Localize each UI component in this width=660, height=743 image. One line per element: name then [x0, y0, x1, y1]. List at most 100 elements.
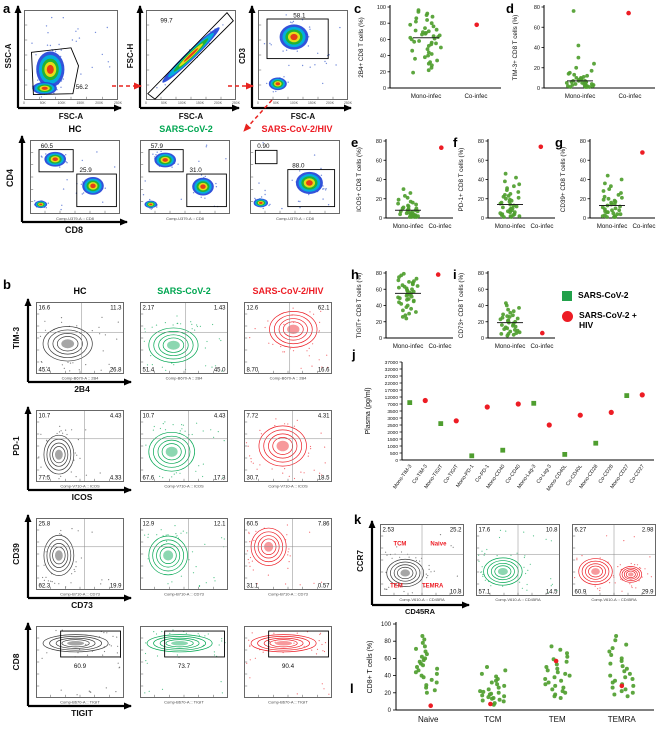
quad-value-tl: 10.7: [39, 414, 51, 420]
y-axis-label: CD73+ CD8 T cells (%): [458, 273, 465, 338]
l-y-tick-label: 40: [384, 674, 391, 680]
j-y-tick-label: 3000: [387, 416, 398, 422]
b-plot-CD8-1: 73.7: [140, 626, 228, 698]
panel-letter-h: h: [351, 267, 359, 282]
j-y-tick-label: 2000: [387, 430, 398, 436]
y-tick-label: 80: [580, 139, 586, 145]
y-tick-label: 80: [478, 271, 484, 277]
l-y-tick-label: 20: [384, 691, 391, 697]
header-a-sars-hiv: SARS-CoV-2/HIV: [261, 124, 333, 134]
panel-letter-j: j: [352, 347, 356, 362]
j-y-tick-label: 3500: [387, 409, 398, 415]
y-axis-label: TIM-3+ CD8 T cells (%): [512, 15, 519, 81]
panel-letter-g: g: [555, 135, 563, 150]
quad-value-bl: 62.3: [39, 584, 51, 590]
quadrant-name-TCM: TCM: [393, 542, 406, 548]
quad-value-tl: 17.6: [479, 528, 491, 534]
j-y-tick-label: 500: [390, 451, 398, 457]
quad-value-br: 18.5: [318, 476, 330, 482]
x-category-label: Mono-infec: [393, 343, 424, 350]
legend-item-sars: SARS-CoV-2: [562, 290, 644, 301]
quad-value-bl: 30.7: [247, 476, 259, 482]
quad-value-br: 19.9: [110, 584, 122, 590]
quad-value-tr: 10.8: [546, 528, 558, 534]
dot-panel-g: 0 20 40 60 80 CD39+ CD8 T cells (%) Mono-infec…: [560, 139, 656, 230]
quad-value-tl: 7.72: [247, 414, 259, 420]
panel-letter-i: i: [453, 267, 457, 282]
panel-letter-a: a: [3, 1, 11, 16]
j-y-tick-label: 32000: [385, 367, 399, 373]
quadrant-name-TEM: TEM: [390, 583, 403, 589]
quad-value-tr: 11.3: [110, 306, 122, 312]
y-tick-label: 40: [534, 46, 540, 52]
panel-letter-k: k: [354, 512, 362, 527]
y-axis-label: ICOS+ CD8 T cells (%): [356, 147, 363, 212]
j-y-axis-label: Plasma (pg/ml): [365, 387, 372, 434]
b-plot-TIM-3-0: 16.6 11.3 45.4 26.8: [36, 302, 124, 374]
l-x-category-label: TEM: [549, 715, 566, 724]
y-axis-label: CD39+ CD8 T cells (%): [560, 147, 567, 212]
gating-plot-FSC-H: 99.7: [146, 10, 236, 100]
x-category-label: Co-infec: [632, 223, 655, 230]
quadrant-name-Naive: Naive: [430, 542, 447, 548]
x-category-label: Co-infec: [530, 343, 553, 350]
legend: SARS-CoV-2 SARS-CoV-2 + HIV: [562, 290, 644, 339]
y-tick-label: 80: [376, 139, 382, 145]
y-tick-label: 0: [537, 86, 540, 92]
quad-value-tr: 4.43: [214, 414, 226, 420]
x-category-label: Co-infec: [428, 223, 451, 230]
panel-letter-l: l: [350, 681, 354, 696]
quad-value-tr: 7.86: [318, 522, 330, 528]
y-tick-label: 40: [376, 304, 382, 310]
j-y-tick-label: 27000: [385, 374, 399, 380]
y-tick-label: 20: [478, 197, 484, 203]
panel-letter-d: d: [506, 1, 514, 16]
y-tick-label: 0: [383, 86, 386, 92]
quad-value-bl: 67.6: [143, 476, 155, 482]
quad-value-tl: 12.9: [143, 522, 155, 528]
y-tick-label: 20: [580, 197, 586, 203]
panel-j-plot: 0500100015002000250030003500700012000170…: [365, 360, 654, 492]
quad-value-tr: 1.43: [214, 306, 226, 312]
l-y-tick-label: 60: [384, 656, 391, 662]
quad-value-tl: 25.8: [39, 522, 51, 528]
quad-value-bl: 31.1: [247, 584, 259, 590]
y-tick-label: 40: [376, 178, 382, 184]
y-tick-label: 60: [534, 25, 540, 31]
y-tick-label: 20: [534, 66, 540, 72]
b-plot-CD8-0: 60.9: [36, 626, 124, 698]
panel-letter-b: b: [3, 277, 11, 292]
b-plot-PD-1-2: 7.72 4.31 30.7 18.5: [244, 410, 332, 482]
quad-value-bl: 8.70: [247, 368, 259, 374]
j-y-tick-label: 37000: [385, 360, 399, 366]
y-tick-label: 0: [583, 216, 586, 222]
quad-value-tl: 10.7: [143, 414, 155, 420]
quad-value-tr: 62.1: [318, 306, 330, 312]
gate-value: 60.9: [74, 663, 87, 670]
quad-value-bl: 60.9: [575, 590, 587, 596]
y-tick-label: 80: [534, 5, 540, 11]
dot-panel-d: 0 20 40 60 80 TIM-3+ CD8 T cells (%) Mono-infe…: [512, 5, 655, 100]
k-plot-1: 17.6 10.8 57.1 14.5: [476, 524, 560, 596]
gate-value: 58.1: [293, 13, 306, 20]
x-category-label: Mono-infec: [495, 343, 526, 350]
k-plot-2: 6.27 2.98 60.9 29.9: [572, 524, 656, 596]
j-y-tick-label: 17000: [385, 388, 399, 394]
l-y-tick-label: 100: [381, 622, 392, 628]
legend-label-sars-cov-2: SARS-CoV-2: [578, 290, 629, 300]
dot-panel-i: 0 20 40 60 80 CD73+ CD8 T cells (%) Mono-infec…: [458, 271, 555, 350]
x-category-label: Mono-infec: [393, 223, 424, 230]
l-x-category-label: Naive: [418, 715, 439, 724]
quad-value-tr: 4.43: [110, 414, 122, 420]
gate-value: 99.7: [160, 18, 173, 25]
j-y-tick-label: 1500: [387, 437, 398, 443]
quad-value-tl: 6.27: [575, 528, 587, 534]
quad-value-br: 26.8: [110, 368, 122, 374]
header-b-hc: HC: [73, 286, 87, 296]
gate-value: 88.0: [292, 162, 305, 169]
y-tick-label: 60: [478, 287, 484, 293]
j-y-tick-label: 7000: [387, 402, 398, 408]
dot-panel-h: 0 20 40 60 80 TIGIT+ CD8 T cells (%) Mono-infe…: [356, 271, 453, 350]
b-plot-PD-1-1: 10.7 4.43 67.6 17.3: [140, 410, 228, 482]
y-tick-label: 40: [478, 304, 484, 310]
